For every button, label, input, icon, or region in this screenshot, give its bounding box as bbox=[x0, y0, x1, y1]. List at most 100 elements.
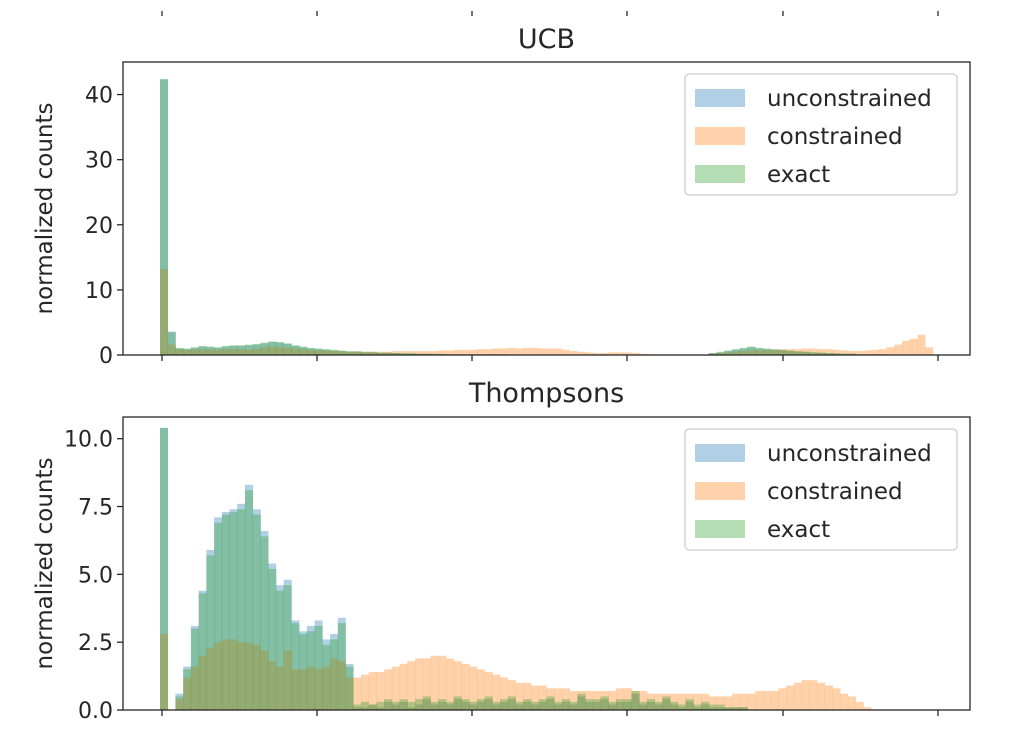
bar bbox=[616, 699, 625, 710]
bar bbox=[500, 348, 509, 355]
bar bbox=[275, 585, 284, 710]
bar bbox=[198, 593, 207, 710]
bar bbox=[229, 639, 238, 710]
bar bbox=[160, 269, 169, 355]
bar bbox=[337, 351, 346, 355]
bar bbox=[677, 704, 686, 710]
bar bbox=[190, 347, 199, 355]
bar bbox=[817, 682, 826, 710]
bar bbox=[291, 669, 300, 710]
bar bbox=[245, 349, 254, 355]
bar bbox=[832, 349, 841, 355]
bar bbox=[778, 349, 787, 355]
bar bbox=[670, 704, 679, 710]
bar bbox=[415, 351, 424, 355]
bar bbox=[762, 349, 771, 355]
bar bbox=[809, 348, 818, 355]
legend-label: constrained bbox=[767, 124, 903, 150]
bar bbox=[832, 688, 841, 710]
bar bbox=[268, 341, 277, 355]
bar bbox=[183, 677, 192, 710]
legend-swatch bbox=[695, 482, 745, 500]
bar bbox=[360, 351, 370, 355]
bar bbox=[569, 691, 578, 710]
bar bbox=[917, 334, 926, 355]
bar bbox=[198, 590, 207, 710]
bar bbox=[724, 351, 733, 355]
bar bbox=[515, 682, 524, 710]
bar bbox=[886, 347, 895, 355]
bar bbox=[245, 345, 254, 355]
bar bbox=[925, 347, 934, 355]
bar bbox=[546, 348, 555, 355]
bar bbox=[306, 625, 315, 710]
bar bbox=[531, 704, 540, 710]
bar bbox=[407, 351, 416, 355]
bar bbox=[337, 623, 346, 710]
bar bbox=[283, 579, 292, 710]
bar bbox=[484, 699, 493, 710]
bar bbox=[314, 350, 323, 355]
bar bbox=[376, 352, 385, 355]
bar bbox=[260, 342, 269, 355]
bar bbox=[639, 691, 648, 710]
bar bbox=[360, 674, 370, 710]
bar bbox=[500, 701, 509, 710]
bar bbox=[345, 351, 354, 355]
bar bbox=[616, 352, 625, 355]
bar bbox=[732, 707, 741, 710]
legend-label: unconstrained bbox=[767, 86, 932, 112]
bar bbox=[183, 348, 192, 355]
bar bbox=[523, 699, 532, 710]
bar bbox=[384, 699, 393, 710]
bar bbox=[453, 699, 462, 710]
bar bbox=[616, 688, 625, 710]
bar bbox=[476, 699, 485, 710]
bar bbox=[322, 350, 331, 355]
bar bbox=[206, 555, 215, 710]
bar bbox=[716, 696, 725, 710]
bar bbox=[407, 661, 416, 710]
bar bbox=[677, 707, 686, 710]
bar bbox=[353, 351, 362, 355]
bar bbox=[183, 349, 192, 355]
bar bbox=[175, 696, 184, 710]
y-axis-label: normalized counts bbox=[32, 458, 58, 670]
bar bbox=[299, 669, 308, 710]
bar bbox=[732, 349, 741, 355]
bar bbox=[554, 348, 563, 355]
bar bbox=[422, 351, 431, 355]
bar bbox=[175, 699, 184, 710]
bar bbox=[577, 693, 586, 710]
bar bbox=[616, 701, 625, 710]
bar bbox=[183, 349, 192, 355]
bar bbox=[793, 351, 802, 355]
legend-label: unconstrained bbox=[767, 441, 932, 467]
bar bbox=[407, 707, 416, 710]
bar bbox=[701, 701, 710, 710]
bar bbox=[260, 650, 269, 710]
bar bbox=[252, 344, 261, 355]
bar bbox=[600, 691, 609, 710]
bar bbox=[770, 349, 779, 355]
chart-panel-1: 0 10 20 30 40 UCB normalized counts unconstrain… bbox=[32, 24, 971, 369]
bar bbox=[175, 347, 184, 355]
legend-box bbox=[684, 428, 958, 551]
bar bbox=[368, 351, 377, 355]
bar bbox=[221, 639, 230, 710]
bar bbox=[330, 349, 339, 355]
bar bbox=[732, 707, 741, 710]
bar bbox=[345, 666, 354, 710]
bar bbox=[430, 351, 439, 355]
bar bbox=[391, 704, 400, 710]
bar bbox=[592, 691, 601, 710]
bar bbox=[322, 666, 331, 710]
bar bbox=[214, 347, 223, 355]
bar bbox=[268, 346, 277, 355]
bar bbox=[337, 617, 346, 710]
bar bbox=[871, 349, 880, 355]
bar bbox=[376, 672, 385, 710]
bar bbox=[554, 688, 563, 710]
bar bbox=[786, 685, 795, 710]
